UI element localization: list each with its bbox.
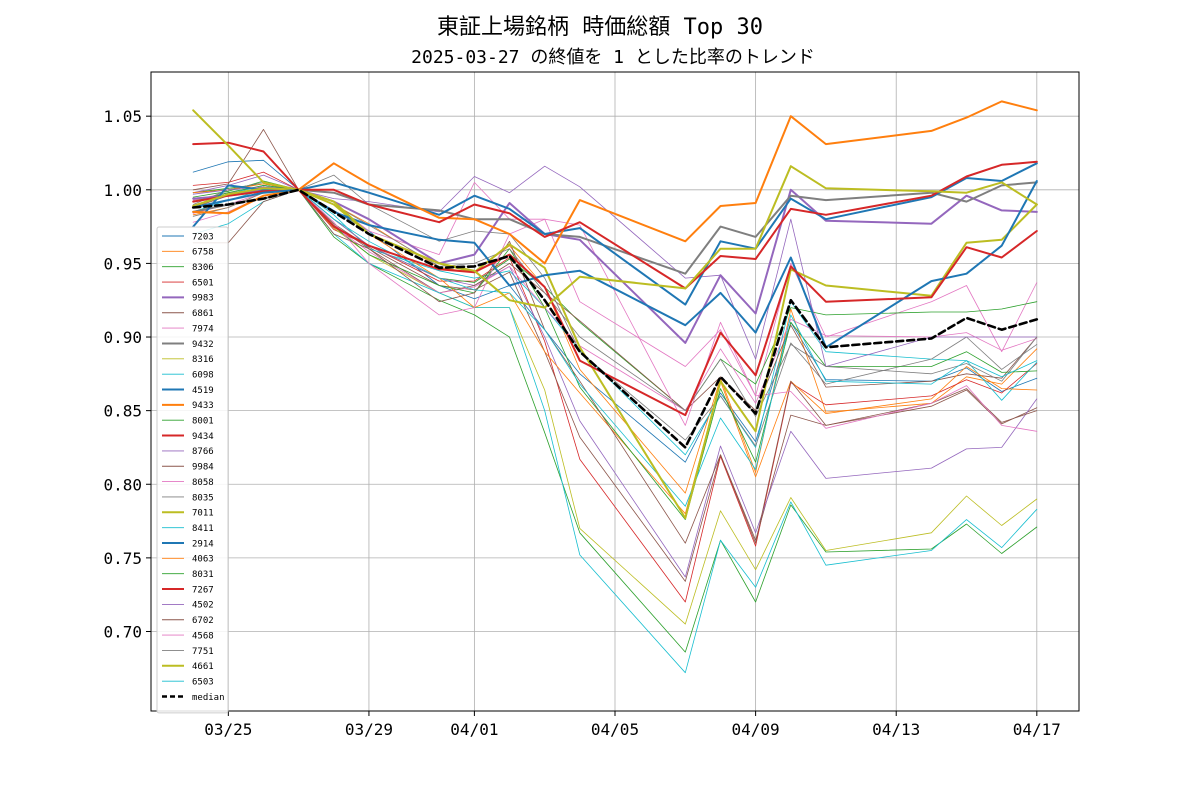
y-tick-label: 0.95 [103,254,142,273]
legend-label: 4502 [192,601,214,611]
x-tick-label: 04/05 [591,720,639,739]
legend-label: 4519 [192,386,214,396]
y-tick-label: 0.70 [103,622,142,641]
x-tick-label: 03/29 [345,720,393,739]
series-layer [191,100,1039,674]
legend-label: 9434 [192,432,214,442]
axis-layer: 03/25 03/29 04/01 04/05 04/09 04/13 04/17 0.70 0… [103,107,1060,739]
series-line-9434 [192,160,1038,290]
series-line-4661 [192,109,1038,309]
x-tick-label: 04/01 [450,720,498,739]
legend-label: 9432 [192,340,214,350]
legend-label: 8766 [192,447,214,457]
legend-label: 6501 [192,278,214,288]
legend-label: 9983 [192,294,214,304]
legend-label: 7974 [192,324,214,334]
x-tick-label: 04/09 [732,720,780,739]
y-tick-label: 1.05 [103,107,142,126]
legend-frame [156,226,229,714]
legend-label: 8001 [192,417,214,427]
legend: 7203 6758 8306 6501 9983 6861 7974 9432 8316 6098… [156,226,229,714]
legend-label: 6861 [192,309,214,319]
series-line-median [191,188,1039,449]
legend-label: 9984 [192,463,214,473]
series-line-9433 [192,100,1038,265]
legend-label: 4568 [192,631,214,641]
y-tick-label: 0.80 [103,475,142,494]
x-tick-label: 03/25 [204,720,252,739]
series-line-7267 [192,141,1038,417]
y-tick-label: 0.75 [103,549,142,568]
chart-title: 東証上場銘柄 時価総額 Top 30 [437,15,763,40]
legend-label: median [192,693,225,703]
legend-label: 8411 [192,524,214,534]
legend-label: 6098 [192,370,214,380]
chart-subtitle: 2025-03-27 の終値を 1 とした比率のトレンド [411,47,815,68]
legend-label: 7011 [192,509,214,519]
x-tick-label: 04/17 [1013,720,1061,739]
legend-label: 8306 [192,263,214,273]
legend-label: 6503 [192,677,214,687]
y-tick-label: 1.00 [103,181,142,200]
legend-label: 8035 [192,493,214,503]
legend-label: 4063 [192,555,214,565]
legend-label: 9433 [192,401,214,411]
legend-label: 6758 [192,248,214,258]
legend-label: 8058 [192,478,214,488]
y-tick-label: 0.90 [103,328,142,347]
legend-label: 8316 [192,355,214,365]
legend-label: 7203 [192,232,214,242]
legend-label: 6702 [192,616,214,626]
legend-label: 8031 [192,570,214,580]
legend-label: 4661 [192,662,214,672]
legend-label: 7751 [192,647,214,657]
x-tick-label: 04/13 [872,720,920,739]
legend-label: 7267 [192,585,214,595]
legend-label: 2914 [192,539,214,549]
y-tick-label: 0.85 [103,402,142,421]
